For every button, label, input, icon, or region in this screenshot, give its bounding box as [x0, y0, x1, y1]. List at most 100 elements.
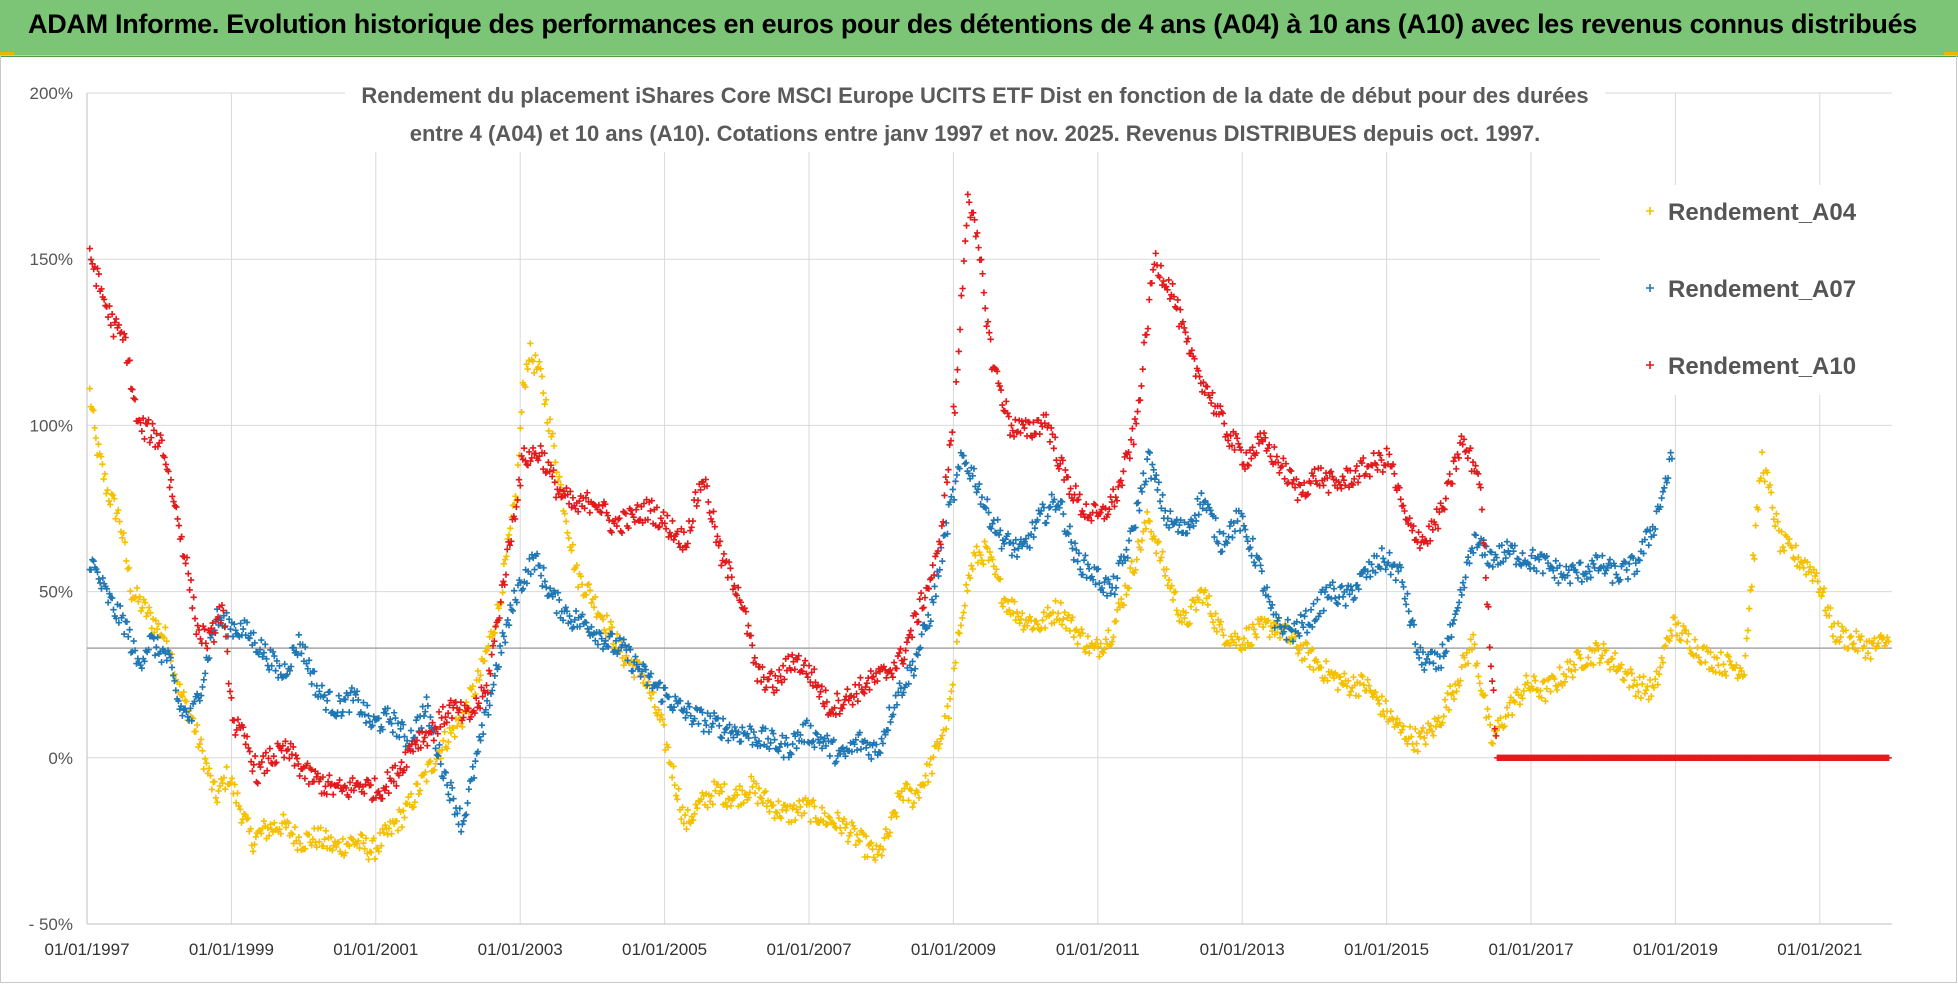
data-point	[485, 711, 492, 719]
data-point	[655, 680, 662, 687]
data-point	[1529, 685, 1536, 693]
data-point	[1274, 629, 1281, 636]
data-point	[562, 518, 570, 525]
data-point	[1391, 470, 1398, 478]
data-point	[811, 743, 818, 751]
data-point	[803, 670, 810, 677]
legend-label: Rendement_A04	[1668, 199, 1857, 226]
data-point	[853, 690, 860, 697]
data-point	[197, 635, 204, 643]
data-point	[903, 639, 911, 646]
data-point	[715, 542, 722, 549]
data-point	[612, 637, 620, 644]
data-point	[775, 798, 782, 805]
data-point	[1813, 570, 1820, 577]
data-point	[844, 838, 852, 845]
data-point	[817, 733, 824, 741]
data-point	[1499, 724, 1507, 731]
data-point	[1502, 554, 1509, 562]
data-point	[172, 687, 180, 694]
data-point	[584, 489, 591, 496]
data-point	[526, 448, 533, 456]
data-point	[1096, 580, 1103, 587]
data-point	[131, 647, 139, 654]
data-point	[1359, 570, 1366, 577]
data-point	[917, 589, 925, 597]
data-point	[844, 685, 851, 693]
data-point	[842, 752, 849, 760]
data-point	[226, 616, 233, 623]
data-point	[1341, 670, 1348, 677]
data-point	[1397, 496, 1404, 503]
data-point	[1163, 566, 1170, 573]
data-point	[1645, 696, 1652, 703]
data-point	[1316, 610, 1324, 617]
data-point	[162, 624, 169, 631]
data-point	[945, 714, 952, 722]
data-point	[1418, 728, 1425, 735]
data-point	[503, 553, 510, 560]
data-point	[289, 831, 296, 838]
data-point	[1051, 496, 1058, 503]
data-point	[507, 538, 515, 545]
data-point	[720, 550, 728, 558]
data-point	[1089, 576, 1097, 584]
data-point	[329, 847, 336, 854]
data-point	[1282, 622, 1289, 630]
data-point	[1084, 561, 1092, 568]
data-point	[296, 772, 303, 780]
data-point	[1041, 624, 1049, 632]
data-point	[870, 673, 877, 680]
data-point	[1265, 441, 1273, 449]
data-point	[196, 697, 204, 704]
data-point	[567, 618, 575, 626]
data-point	[1594, 642, 1601, 649]
data-point	[584, 625, 591, 633]
data-point	[1052, 506, 1059, 513]
data-point	[935, 572, 942, 580]
data-point	[1825, 612, 1833, 619]
data-point	[851, 825, 858, 832]
data-point	[712, 539, 720, 546]
data-point	[1149, 266, 1157, 273]
data-point	[461, 812, 469, 819]
data-point	[529, 358, 537, 365]
data-point	[141, 435, 148, 443]
data-point	[627, 646, 634, 653]
chart-subtitle-line-1: Rendement du placement iShares Core MSCI…	[361, 83, 1588, 108]
data-point	[1216, 528, 1223, 536]
data-point	[1294, 650, 1302, 657]
data-point	[201, 670, 209, 677]
data-point	[681, 811, 689, 819]
data-point	[294, 651, 301, 659]
data-point	[1620, 676, 1628, 684]
data-point	[864, 853, 871, 860]
data-point	[179, 712, 186, 719]
data-point	[1439, 719, 1446, 726]
data-point	[86, 385, 93, 392]
data-point	[327, 834, 335, 841]
data-point	[703, 482, 711, 490]
data-point	[1155, 479, 1162, 486]
x-tick-label: 01/01/2013	[1200, 940, 1285, 959]
data-point	[562, 604, 569, 611]
data-point	[1747, 587, 1754, 594]
data-point	[176, 681, 183, 688]
corner-mark-top-left	[0, 52, 14, 56]
data-point	[683, 825, 690, 833]
data-point	[718, 734, 726, 742]
data-point	[319, 773, 327, 781]
data-point	[295, 631, 303, 639]
data-point	[514, 496, 521, 504]
y-tick-label: 100%	[30, 416, 73, 435]
data-point	[527, 457, 534, 465]
data-point	[1514, 686, 1521, 693]
data-point	[1850, 640, 1857, 647]
data-point	[378, 842, 385, 849]
data-point	[1188, 347, 1196, 354]
data-point	[228, 775, 236, 782]
data-point	[1155, 538, 1162, 545]
data-point	[621, 642, 629, 649]
data-point	[184, 713, 191, 720]
x-tick-label: 01/01/2007	[766, 940, 851, 959]
